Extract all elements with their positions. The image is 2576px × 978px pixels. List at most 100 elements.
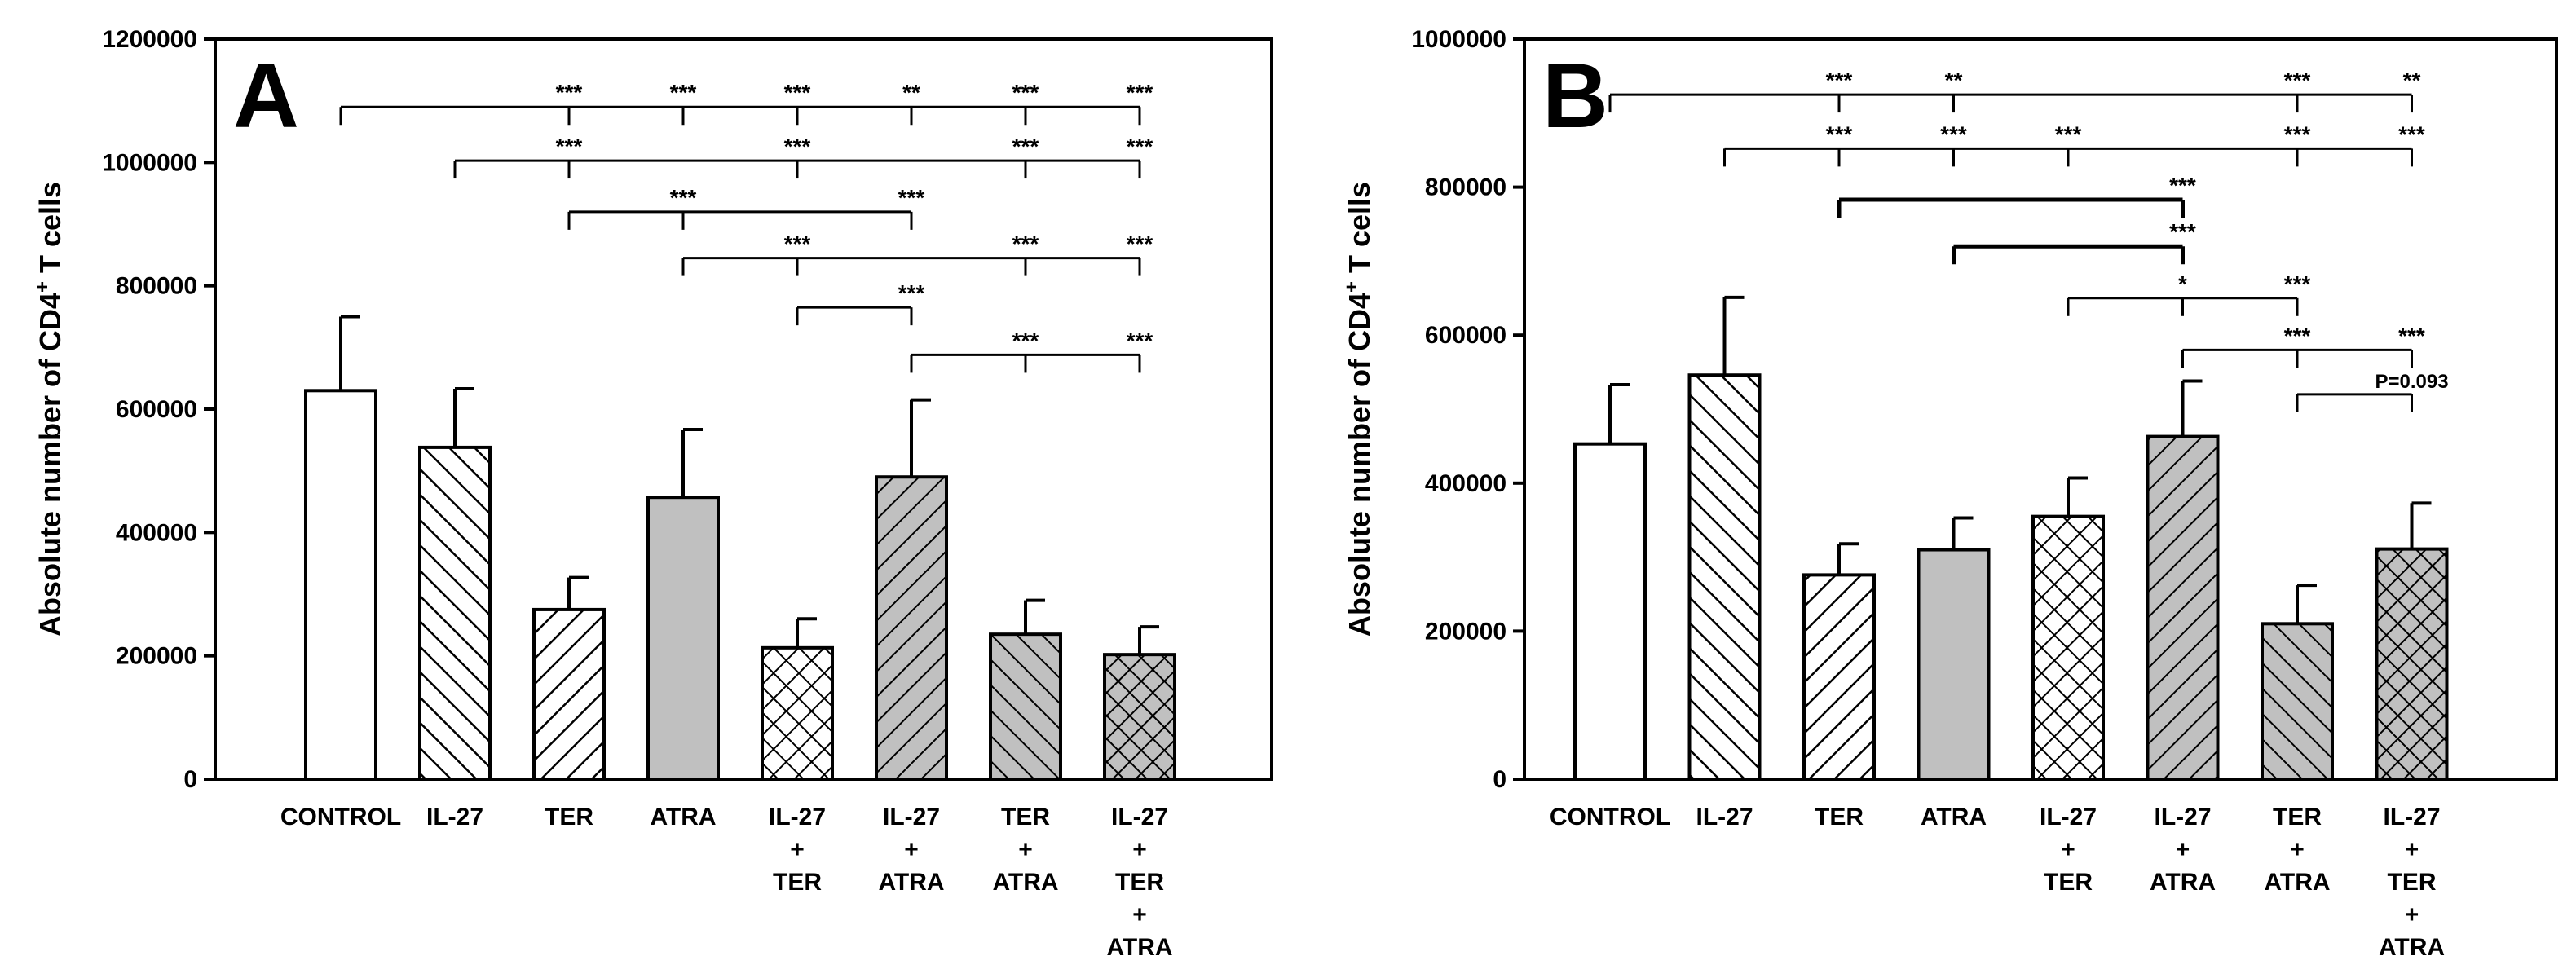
bar [761,645,834,782]
x-category-label: ATRA [2150,869,2216,896]
x-category-label: IL-27 [1696,804,1753,830]
x-category-label: IL-27 [426,804,483,830]
bar [989,632,1062,782]
bar [2031,514,2105,781]
bar [2261,622,2334,781]
x-category-label: TER [545,804,593,830]
x-category-label: + [1018,836,1033,863]
bar [304,389,377,781]
y-tick-label: 400000 [116,519,197,546]
bar [1917,548,1991,782]
x-category-label: TER [773,869,822,896]
x-category-label: TER [1115,869,1164,896]
significance-label: ** [1945,68,1963,93]
significance-label: *** [556,80,583,105]
x-category-label: IL-27 [769,804,826,830]
y-axis-label-tail: T cells [1343,182,1376,281]
significance-label: *** [1826,121,1853,147]
significance-label: * [2178,271,2187,297]
x-category-label: IL-27 [2040,804,2097,830]
y-tick-label: 600000 [116,396,197,423]
bar [875,475,948,781]
y-tick-label: 0 [1493,766,1506,793]
significance-label: ** [2403,68,2421,93]
significance-label: *** [2284,121,2311,147]
bar [2375,547,2449,781]
x-category-label: + [2176,836,2190,863]
significance-label: *** [898,280,925,306]
significance-label: *** [2169,219,2196,244]
significance-label: *** [1127,328,1153,353]
panel-label: B [1542,45,1608,147]
y-tick-label: 1000000 [102,149,197,176]
significance-label: *** [556,134,583,159]
y-axis-label-superscript: + [1341,281,1363,293]
significance-label: *** [1127,134,1153,159]
x-category-label: ATRA [992,869,1058,896]
significance-label: *** [2398,323,2425,348]
x-category-label: IL-27 [2154,804,2211,830]
significance-label: *** [898,185,925,210]
x-category-label: + [904,836,919,863]
significance-label: *** [1940,121,1967,147]
y-tick-label: 1200000 [102,26,197,53]
y-axis-label-main: Absolute number of CD4 [33,293,67,637]
x-category-label: TER [2388,869,2437,896]
x-category-label: TER [2044,869,2093,896]
x-category-label: + [2061,836,2075,863]
y-tick-label: 800000 [1425,174,1506,201]
y-axis-label-main: Absolute number of CD4 [1343,293,1376,637]
bar [532,607,606,782]
significance-label: *** [1012,80,1039,105]
x-category-label: ATRA [1921,804,1987,830]
panel-a: 0 200000 400000 600000 800000 1000000 1200000 A… [32,26,1273,961]
significance-label: *** [2284,271,2311,297]
significance-label: ** [902,80,920,105]
significance-label: *** [784,231,811,257]
significance-label: *** [670,185,697,210]
x-category-label: IL-27 [1111,804,1168,830]
x-category-label: TER [1815,804,1864,830]
y-tick-label: 600000 [1425,322,1506,349]
bar [1802,573,1876,782]
x-category-label: + [790,836,805,863]
significance-label: *** [784,80,811,105]
y-axis-label: Absolute number of CD4+ T cells [1341,182,1376,637]
significance-label: *** [1012,231,1039,257]
significance-label: *** [1012,328,1039,353]
bar [418,445,492,781]
x-category-label: + [2290,836,2305,863]
y-axis-label-superscript: + [32,281,54,293]
significance-label: *** [670,80,697,105]
x-category-label: + [1132,901,1147,928]
x-category-label: ATRA [1106,934,1172,961]
significance-label: *** [2169,173,2196,198]
y-tick-label: 1000000 [1411,26,1506,53]
y-axis-label: Absolute number of CD4+ T cells [32,182,67,637]
bar [2146,434,2220,781]
x-category-label: IL-27 [2383,804,2440,830]
significance-label: *** [2284,68,2311,93]
y-tick-label: 200000 [116,643,197,670]
bar [1103,653,1176,781]
bar [1687,373,1762,781]
significance-label: *** [1012,134,1039,159]
bar [646,496,720,781]
x-category-label: CONTROL [280,804,401,830]
y-axis-label-tail: T cells [33,182,67,281]
y-tick-label: 200000 [1425,618,1506,645]
y-tick-label: 800000 [116,273,197,300]
x-category-label: + [1132,836,1147,863]
x-category-label: ATRA [2264,869,2330,896]
significance-label: *** [2284,323,2311,348]
panel-label: A [233,45,299,147]
y-tick-label: 0 [183,766,197,793]
significance-label: *** [1826,68,1853,93]
significance-label: *** [2055,121,2082,147]
x-category-label: + [2405,836,2419,863]
significance-label: *** [1127,80,1153,105]
significance-label: *** [2398,121,2425,147]
x-category-label: + [2405,901,2419,928]
x-category-label: CONTROL [1550,804,1670,830]
